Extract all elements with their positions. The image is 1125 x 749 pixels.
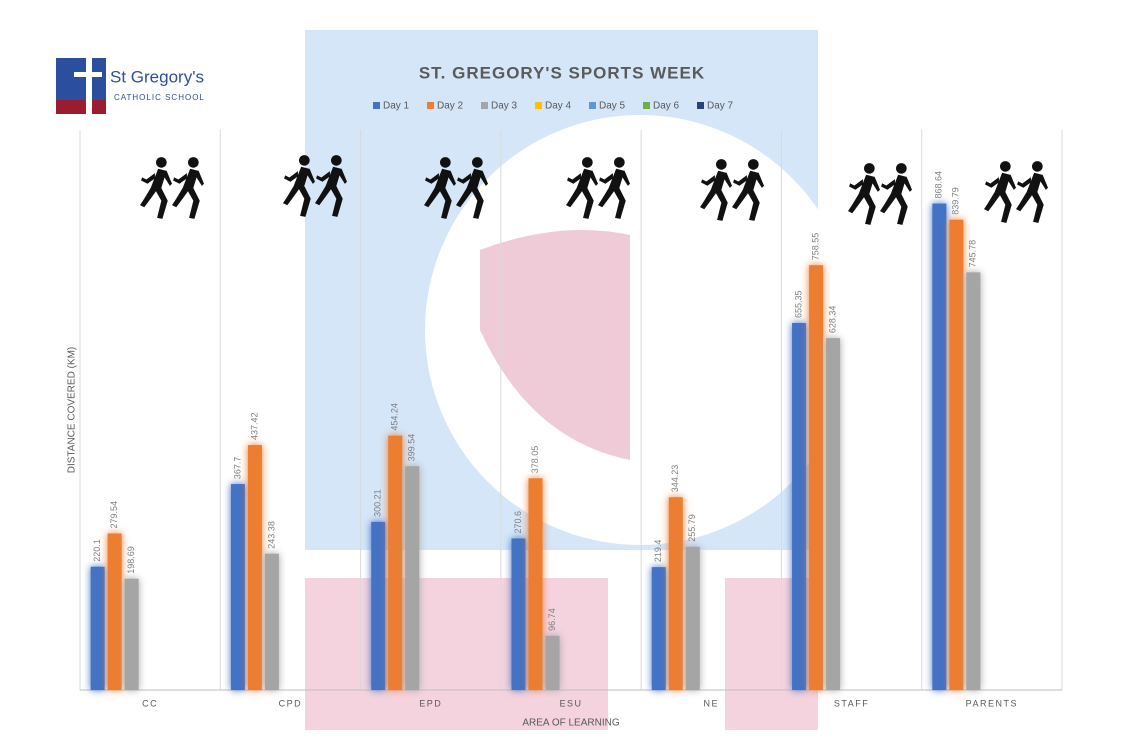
legend-swatch [373, 102, 380, 109]
data-label: 96.74 [547, 608, 557, 631]
bar [371, 521, 386, 690]
legend-swatch [481, 102, 488, 109]
legend-label: Day 3 [491, 101, 518, 112]
x-tick-label: STAFF [834, 698, 869, 708]
legend-label: Day 6 [653, 101, 680, 112]
data-label: 454.24 [390, 403, 400, 431]
bar [264, 553, 279, 690]
x-tick-label: EPD [419, 698, 442, 708]
bar [124, 578, 139, 690]
legend-label: Day 2 [437, 101, 464, 112]
data-label: 270.6 [513, 511, 523, 534]
bar [545, 635, 560, 690]
data-label: 437.42 [249, 413, 259, 441]
x-axis-title: AREA OF LEARNING [522, 718, 619, 729]
legend-label: Day 4 [545, 101, 572, 112]
bar [528, 478, 543, 690]
legend-label: Day 7 [707, 101, 734, 112]
y-axis-title: DISTANCE COVERED (KM) [67, 347, 78, 474]
bar [90, 566, 105, 690]
legend-label: Day 5 [599, 101, 626, 112]
legend-swatch [589, 102, 596, 109]
data-label: 758.55 [810, 233, 820, 261]
logo-name: St Gregory's [110, 67, 204, 86]
logo-subtitle: CATHOLIC SCHOOL [114, 93, 205, 102]
legend-swatch [643, 102, 650, 109]
data-label: 220.1 [92, 539, 102, 562]
data-label: 868.64 [934, 171, 944, 199]
data-label: 628.34 [827, 306, 837, 334]
data-label: 745.78 [968, 240, 978, 268]
data-label: 399.54 [407, 434, 417, 462]
legend-swatch [535, 102, 542, 109]
data-label: 655.35 [793, 290, 803, 318]
data-label: 243.38 [266, 521, 276, 549]
background [305, 30, 855, 730]
bar [651, 567, 666, 690]
x-tick-label: CPD [279, 698, 303, 708]
legend-label: Day 1 [383, 101, 410, 112]
legend-swatch [697, 102, 704, 109]
data-label: 839.79 [951, 187, 961, 215]
bar [388, 435, 403, 690]
data-label: 198.69 [126, 546, 136, 574]
x-tick-label: NE [704, 698, 720, 708]
bar [511, 538, 526, 690]
data-label: 279.54 [109, 501, 119, 529]
data-label: 367.7 [232, 457, 242, 480]
bar [685, 546, 700, 690]
bar [107, 533, 122, 690]
x-tick-label: ESU [559, 698, 582, 708]
x-tick-label: CC [142, 698, 158, 708]
legend-swatch [427, 102, 434, 109]
data-label: 255.79 [687, 514, 697, 542]
data-label: 378.05 [530, 446, 540, 474]
bar [247, 445, 262, 690]
data-label: 300.21 [373, 489, 383, 517]
x-tick-label: PARENTS [966, 698, 1018, 708]
bar [949, 219, 964, 691]
bar [792, 323, 807, 690]
bar [966, 272, 981, 690]
bar [230, 484, 245, 690]
bar [826, 338, 841, 690]
bar [405, 466, 420, 690]
chart-title: ST. GREGORY'S SPORTS WEEK [419, 63, 705, 82]
logo: St Gregory's CATHOLIC SCHOOL [56, 58, 205, 114]
data-label: 219.4 [653, 540, 663, 563]
bar [668, 497, 683, 690]
data-label: 344.23 [670, 465, 680, 493]
bar [932, 203, 947, 691]
bar [809, 265, 824, 690]
